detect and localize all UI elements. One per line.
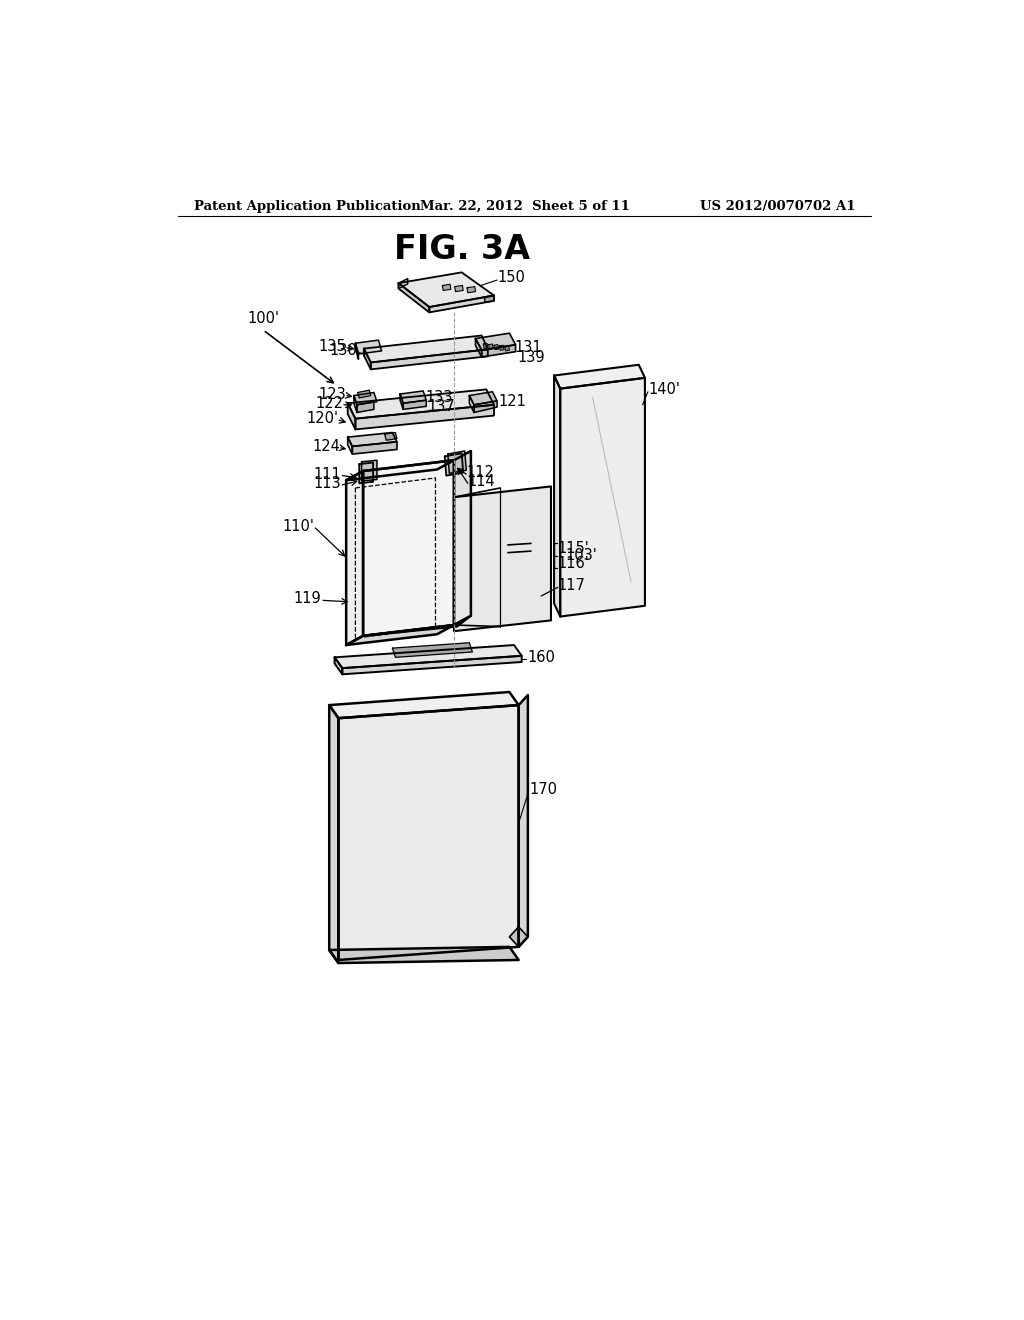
Polygon shape <box>475 333 515 350</box>
Polygon shape <box>454 487 551 631</box>
Polygon shape <box>484 296 494 302</box>
Text: 121: 121 <box>499 395 526 409</box>
Polygon shape <box>371 350 487 370</box>
Text: 131: 131 <box>514 339 542 355</box>
Polygon shape <box>330 692 518 718</box>
Polygon shape <box>354 392 377 405</box>
Text: 111: 111 <box>313 466 342 482</box>
Polygon shape <box>364 615 471 636</box>
Text: US 2012/0070702 A1: US 2012/0070702 A1 <box>700 199 856 213</box>
Polygon shape <box>348 433 397 446</box>
Polygon shape <box>444 453 463 475</box>
Text: 150: 150 <box>497 271 525 285</box>
Polygon shape <box>509 927 528 946</box>
Polygon shape <box>346 461 454 480</box>
Polygon shape <box>400 391 426 404</box>
Text: 130: 130 <box>329 343 357 359</box>
Polygon shape <box>364 348 371 370</box>
Polygon shape <box>348 404 355 429</box>
Text: FIG. 3A: FIG. 3A <box>393 232 529 265</box>
Text: 117: 117 <box>558 578 586 593</box>
Polygon shape <box>505 346 509 351</box>
Polygon shape <box>469 392 497 405</box>
Text: 112: 112 <box>466 465 495 480</box>
Polygon shape <box>348 437 352 454</box>
Polygon shape <box>357 401 374 412</box>
Polygon shape <box>357 391 371 397</box>
Text: 120': 120' <box>306 411 339 426</box>
Text: 124: 124 <box>312 438 340 454</box>
Text: Patent Application Publication: Patent Application Publication <box>194 199 421 213</box>
Polygon shape <box>554 376 560 616</box>
Polygon shape <box>354 396 357 412</box>
Polygon shape <box>398 279 408 289</box>
Text: 139: 139 <box>517 350 545 364</box>
Polygon shape <box>447 451 466 474</box>
Polygon shape <box>355 405 494 429</box>
Polygon shape <box>335 645 521 668</box>
Polygon shape <box>403 400 426 409</box>
Polygon shape <box>355 341 382 354</box>
Text: 123: 123 <box>318 387 346 401</box>
Polygon shape <box>392 643 472 657</box>
Polygon shape <box>494 345 499 350</box>
Polygon shape <box>469 396 474 412</box>
Polygon shape <box>385 433 397 441</box>
Text: 140': 140' <box>648 381 680 397</box>
Polygon shape <box>342 656 521 675</box>
Text: 103': 103' <box>565 548 597 564</box>
Polygon shape <box>346 626 454 645</box>
Polygon shape <box>364 335 487 363</box>
Polygon shape <box>488 345 494 348</box>
Text: 113: 113 <box>314 475 342 491</box>
Polygon shape <box>475 339 481 358</box>
Polygon shape <box>518 696 528 946</box>
Text: 119: 119 <box>294 591 322 606</box>
Text: 122: 122 <box>315 396 343 411</box>
Text: 170: 170 <box>529 783 557 797</box>
Polygon shape <box>442 284 451 290</box>
Polygon shape <box>330 705 339 964</box>
Text: 135: 135 <box>318 339 346 354</box>
Polygon shape <box>359 462 373 483</box>
Polygon shape <box>467 286 475 293</box>
Polygon shape <box>554 364 645 388</box>
Polygon shape <box>398 272 494 308</box>
Text: 114: 114 <box>468 474 496 490</box>
Polygon shape <box>364 461 454 636</box>
Polygon shape <box>330 946 518 964</box>
Text: 160: 160 <box>527 649 555 665</box>
Text: 137: 137 <box>427 399 455 414</box>
Text: Mar. 22, 2012  Sheet 5 of 11: Mar. 22, 2012 Sheet 5 of 11 <box>420 199 630 213</box>
Polygon shape <box>500 346 504 350</box>
Polygon shape <box>455 285 463 292</box>
Polygon shape <box>481 345 515 358</box>
Polygon shape <box>348 389 494 418</box>
Polygon shape <box>454 451 471 626</box>
Text: 115': 115' <box>558 540 590 556</box>
Polygon shape <box>400 395 403 409</box>
Polygon shape <box>560 378 645 616</box>
Text: 110': 110' <box>282 519 313 535</box>
Polygon shape <box>361 461 377 480</box>
Text: 133: 133 <box>425 389 453 405</box>
Polygon shape <box>483 343 487 348</box>
Polygon shape <box>474 401 497 412</box>
Polygon shape <box>335 657 342 675</box>
Polygon shape <box>352 442 397 454</box>
Polygon shape <box>355 343 358 359</box>
Polygon shape <box>429 296 494 313</box>
Polygon shape <box>398 284 429 313</box>
Text: 116': 116' <box>558 556 590 572</box>
Polygon shape <box>339 705 518 960</box>
Text: 100': 100' <box>248 312 280 326</box>
Polygon shape <box>346 471 364 645</box>
